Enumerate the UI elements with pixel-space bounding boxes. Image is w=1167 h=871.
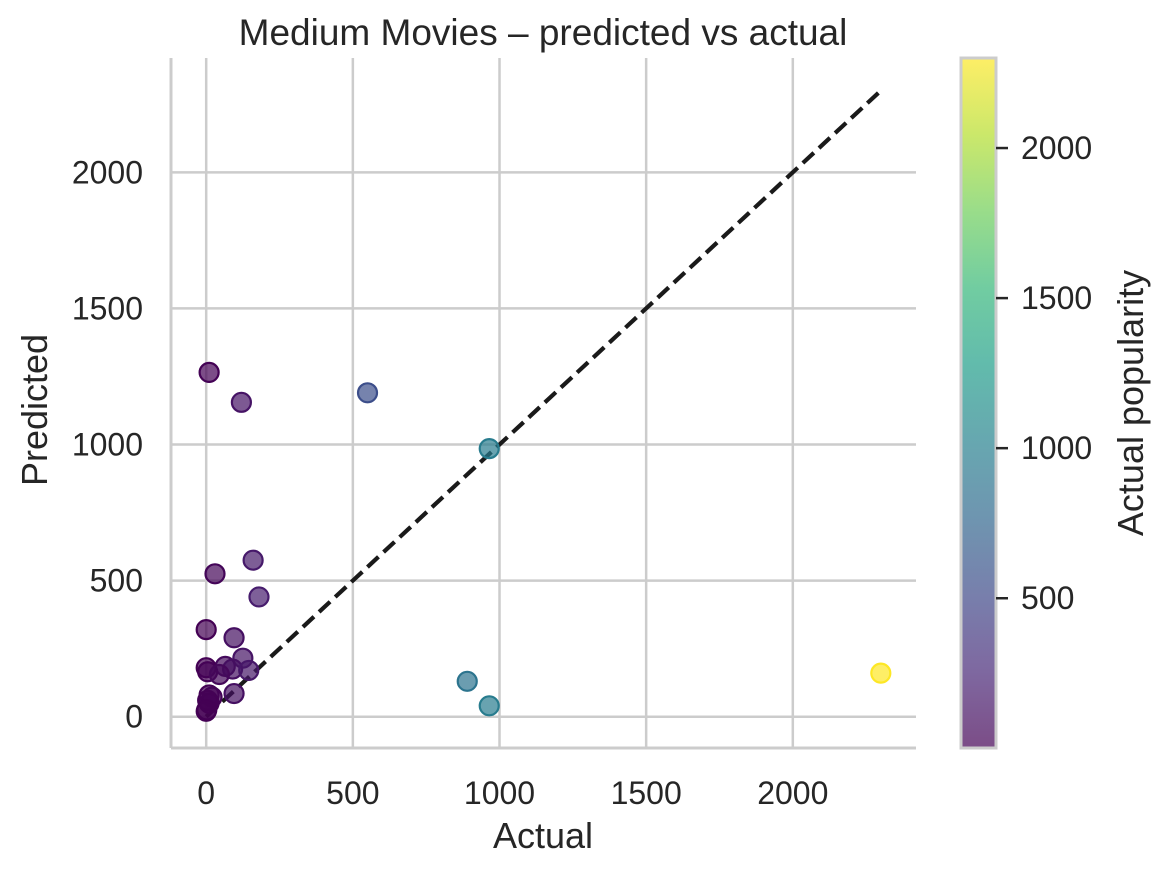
scatter-point (238, 659, 260, 682)
scatter-point (356, 382, 379, 404)
colorbar-tick-label: 1500 (1021, 280, 1092, 316)
data-points (195, 361, 892, 722)
x-tick-label: 2000 (757, 775, 828, 811)
scatter-point (204, 563, 226, 585)
colorbar-tick-label: 1000 (1021, 430, 1092, 466)
identity-reference-line (204, 89, 883, 719)
scatter-point (478, 695, 500, 717)
x-tick-label: 500 (326, 775, 379, 811)
y-tick-label: 2000 (72, 154, 143, 190)
reference-line-group (204, 89, 883, 719)
scatter-point (223, 682, 245, 705)
scatter-point (230, 391, 252, 413)
scatter-point (223, 627, 245, 649)
y-tick-label: 1500 (72, 290, 143, 326)
colorbar-label: Actual popularity (1110, 270, 1151, 536)
axis-spines (169, 58, 916, 750)
scatter-point (242, 549, 264, 571)
y-tick-label: 1000 (72, 427, 143, 463)
x-tick-label: 0 (197, 775, 215, 811)
tick-labels: 0 500 1000 1500 2000 0 500 1000 1500 2000 (72, 154, 829, 811)
colorbar-tick-label: 2000 (1021, 130, 1092, 166)
scatter-point (456, 670, 478, 692)
x-tick-label: 1000 (464, 775, 535, 811)
scatter-point (870, 662, 892, 684)
colorbar-frame (959, 56, 998, 750)
y-tick-label: 0 (125, 699, 143, 735)
scatter-point (208, 663, 230, 686)
x-tick-label: 1500 (611, 775, 682, 811)
colorbar-gradient (961, 58, 996, 748)
colorbar-tick-label: 500 (1021, 580, 1074, 616)
scatter-point (478, 437, 500, 460)
scatter-point (248, 586, 270, 608)
scatter-point (195, 618, 217, 641)
x-axis-label: Actual (493, 815, 593, 856)
colorbar: 500 1000 1500 2000 (959, 56, 1092, 750)
y-axis-label: Predicted (14, 334, 55, 486)
scatter-point (198, 361, 220, 383)
chart-title: Medium Movies – predicted vs actual (239, 12, 848, 53)
scatter-point (195, 700, 217, 722)
y-tick-label: 500 (90, 563, 143, 599)
